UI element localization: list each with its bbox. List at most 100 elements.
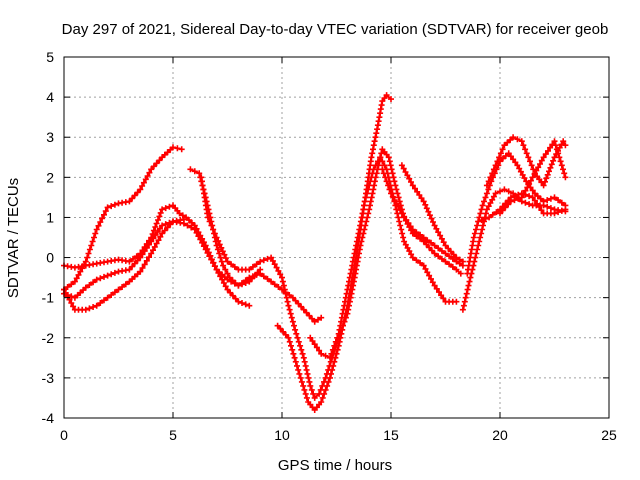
data-point-marker [395, 194, 402, 201]
data-point-marker [518, 138, 525, 145]
x-tick-label: 15 [383, 427, 399, 443]
data-point-marker [264, 275, 271, 282]
data-point-marker [86, 305, 93, 312]
data-point-marker [424, 269, 431, 276]
axis-ticks [63, 56, 610, 419]
data-point-marker [90, 304, 97, 310]
data-point-marker [460, 302, 467, 309]
data-point-marker [457, 270, 464, 277]
data-point-marker [377, 106, 384, 113]
data-point-marker [328, 370, 334, 377]
data-point-marker [389, 193, 396, 200]
data-point-marker [378, 150, 385, 157]
data-point-marker [218, 258, 225, 265]
data-point-marker [367, 198, 374, 205]
data-point-marker [558, 162, 565, 169]
data-point-marker [179, 212, 186, 219]
data-point-marker [159, 222, 166, 229]
data-point-marker [548, 161, 555, 168]
data-point-marker [275, 267, 282, 274]
data-point-marker [431, 242, 438, 249]
data-point-marker [188, 224, 195, 231]
data-point-marker [159, 206, 166, 213]
data-point-marker [544, 171, 551, 178]
data-point-marker [70, 303, 77, 310]
data-point-marker [426, 272, 433, 279]
data-point-marker [146, 241, 152, 248]
data-point-marker [88, 242, 95, 249]
data-point-marker [547, 195, 554, 202]
data-point-marker [413, 229, 420, 236]
data-point-marker [150, 247, 156, 254]
x-tick-label: 20 [492, 427, 508, 443]
data-point-marker [246, 266, 253, 273]
data-point-marker [505, 188, 512, 195]
data-point-marker [239, 300, 245, 306]
data-point-marker [377, 154, 384, 161]
data-point-marker [166, 203, 173, 210]
data-point-marker [210, 226, 217, 233]
data-point-marker [485, 203, 492, 210]
data-point-marker [81, 261, 87, 268]
data-point-marker [153, 220, 160, 227]
data-point-marker [537, 161, 543, 167]
data-point-marker [139, 183, 146, 189]
data-point-marker [555, 150, 562, 157]
data-point-marker [391, 197, 398, 204]
data-point-marker [222, 266, 229, 273]
y-tick-label: -2 [42, 330, 55, 346]
data-point-marker [199, 239, 206, 246]
data-point-marker [424, 237, 431, 244]
data-point-marker [97, 300, 104, 306]
data-point-marker [416, 192, 423, 198]
data-point-marker [208, 256, 215, 263]
data-point-marker [214, 246, 221, 253]
data-point-marker [546, 168, 552, 175]
data-point-marker [472, 254, 479, 261]
data-point-marker [318, 314, 325, 321]
data-point-marker [82, 306, 89, 313]
data-point-marker [478, 217, 485, 224]
data-point-marker [332, 338, 339, 345]
data-point-marker [352, 246, 359, 253]
data-point-marker [489, 211, 496, 218]
x-tick-label: 25 [601, 427, 617, 443]
data-point-marker [489, 170, 496, 177]
data-point-marker [431, 250, 438, 257]
data-point-marker [150, 227, 157, 234]
data-point-marker [464, 286, 471, 293]
data-point-marker [137, 268, 144, 275]
data-point-marker [68, 281, 75, 288]
data-point-marker [64, 293, 71, 300]
data-point-marker [291, 354, 298, 361]
data-point-marker [150, 235, 157, 242]
data-point-marker [553, 146, 560, 153]
data-point-marker [126, 258, 133, 265]
data-point-marker [551, 194, 558, 201]
data-point-marker [200, 243, 207, 250]
data-point-marker [191, 168, 198, 175]
data-point-marker [291, 322, 297, 329]
data-point-marker [479, 202, 486, 209]
data-point-marker [490, 166, 497, 173]
data-point-marker [492, 190, 499, 197]
data-point-marker [311, 318, 318, 325]
data-point-marker [318, 399, 325, 405]
data-point-marker [97, 219, 104, 226]
data-point-marker [187, 166, 194, 173]
data-point-marker [370, 166, 377, 173]
data-point-marker [220, 280, 227, 286]
series-11 [459, 186, 569, 313]
data-point-marker [420, 198, 427, 205]
data-point-marker [307, 382, 314, 389]
data-point-marker [417, 231, 424, 238]
data-point-marker [174, 145, 181, 152]
data-point-marker [285, 302, 292, 309]
data-point-marker [414, 188, 421, 195]
data-point-marker [79, 265, 86, 272]
data-point-marker [281, 286, 288, 293]
data-point-marker [122, 281, 129, 288]
data-point-marker [405, 220, 412, 227]
data-point-marker [86, 282, 93, 288]
data-point-marker [141, 248, 148, 255]
